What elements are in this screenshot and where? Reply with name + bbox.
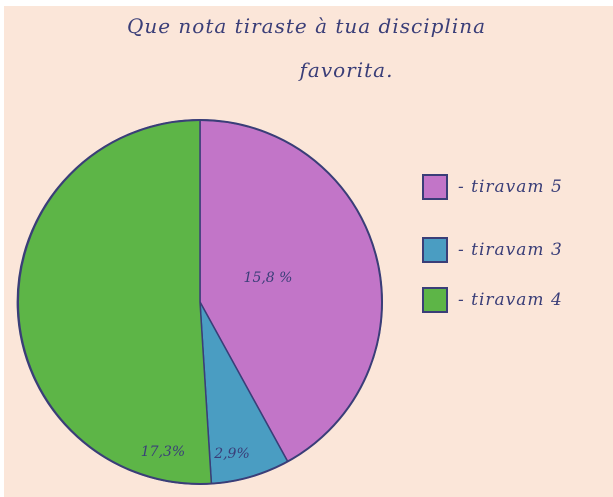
data-label-2: 17,3% xyxy=(141,444,185,460)
chart-title-line1: Que nota tiraste à tua disciplina xyxy=(126,14,487,38)
legend-swatch-4 xyxy=(422,287,448,313)
data-label-1: 2,9% xyxy=(213,446,250,462)
legend-item-3: - tiravam 3 xyxy=(422,235,563,265)
legend-label-3: - tiravam 3 xyxy=(458,240,563,260)
legend-label-5: - tiravam 5 xyxy=(458,177,563,197)
pie-outline xyxy=(17,119,383,485)
legend-swatch-3 xyxy=(422,237,448,263)
chart-title-line2: favorita. xyxy=(299,58,394,82)
data-label-0: 15,8 % xyxy=(244,270,293,286)
legend-item-5: - tiravam 5 xyxy=(422,172,563,202)
legend-swatch-5 xyxy=(422,174,448,200)
legend-label-4: - tiravam 4 xyxy=(458,290,563,310)
pie-slice-2 xyxy=(16,119,213,485)
legend-item-4: - tiravam 4 xyxy=(422,285,563,315)
